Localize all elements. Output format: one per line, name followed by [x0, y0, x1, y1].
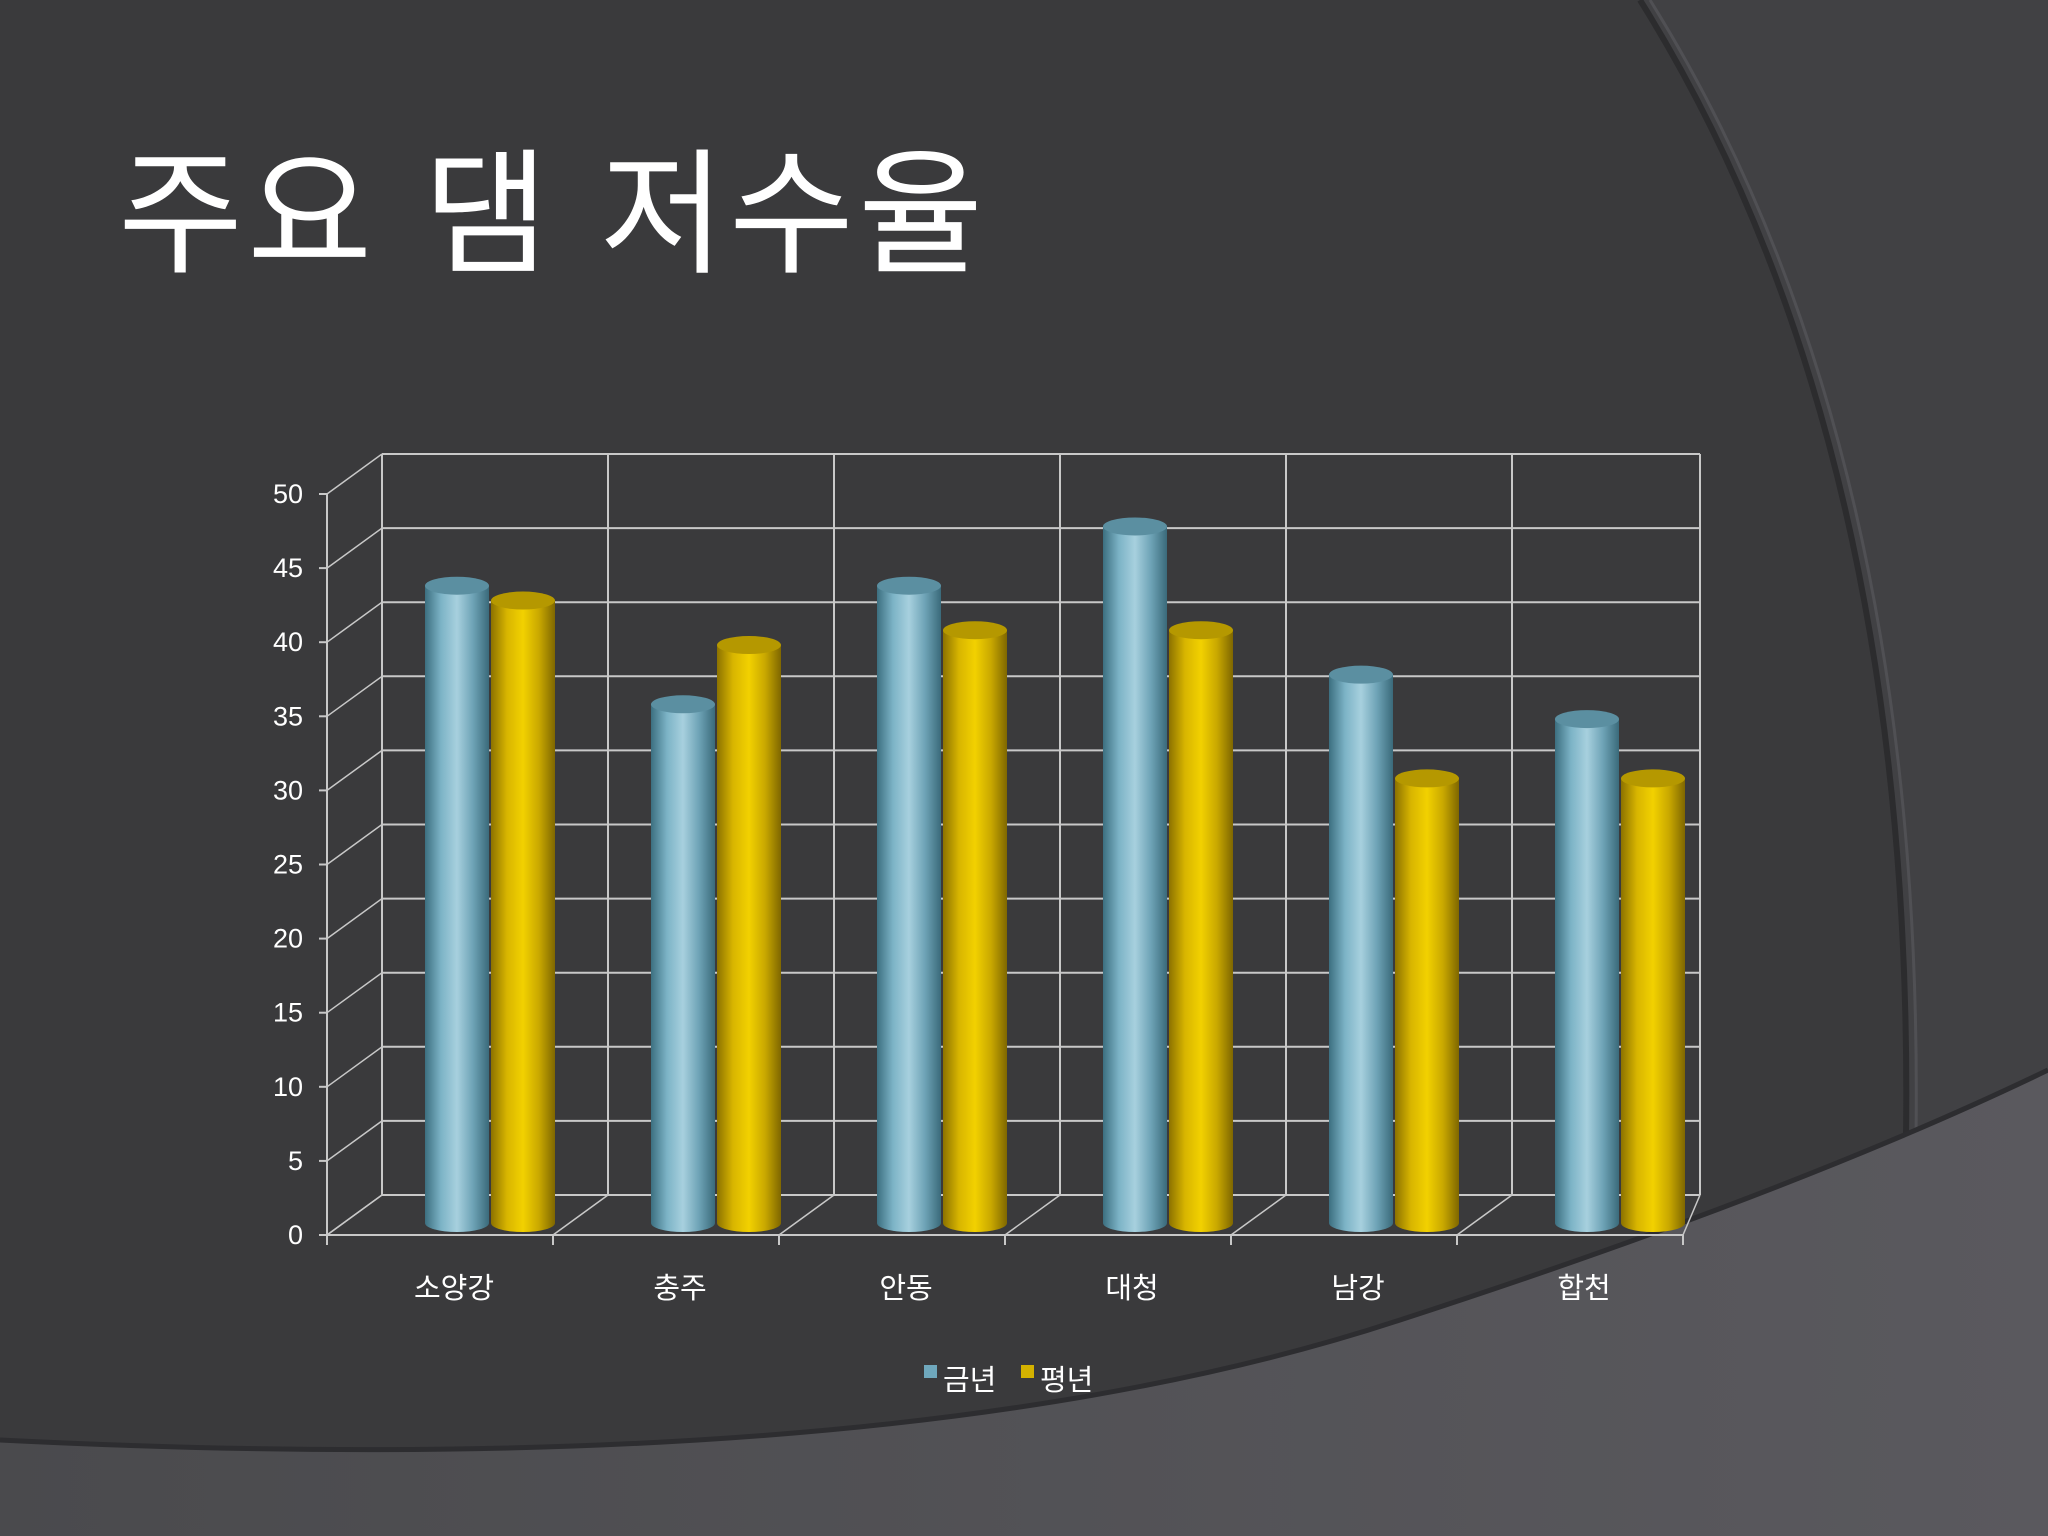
- gridline-floor: [326, 1194, 383, 1236]
- bar-body: [943, 630, 1007, 1232]
- bar-normal: [1621, 769, 1685, 1232]
- gridline-side: [326, 601, 383, 643]
- bar-cap: [877, 576, 941, 595]
- y-tick-label: 20: [273, 924, 303, 954]
- gridline-side: [326, 527, 383, 569]
- y-tick-label: 25: [273, 850, 303, 880]
- bar-cap: [717, 636, 781, 655]
- bar-current: [425, 576, 489, 1232]
- bar-body: [1329, 674, 1393, 1232]
- bar-current: [1329, 665, 1393, 1232]
- y-tick-label: 5: [288, 1146, 303, 1176]
- legend-swatch-normal: [1021, 1365, 1034, 1378]
- y-tick-label: 10: [273, 1072, 303, 1102]
- bar-normal: [491, 591, 555, 1232]
- bar-current: [877, 576, 941, 1232]
- x-category-label: 소양강: [414, 1271, 494, 1305]
- bar-body: [717, 645, 781, 1232]
- gridline-floor: [1230, 1194, 1287, 1236]
- bar-cap: [1329, 665, 1393, 684]
- legend-label: 평년: [1040, 1363, 1093, 1397]
- gridline-side: [326, 1046, 383, 1088]
- y-tick-label: 35: [273, 701, 303, 731]
- bar-cap: [1395, 769, 1459, 788]
- bar-body: [1103, 526, 1167, 1232]
- bar-body: [1169, 630, 1233, 1232]
- bar-normal: [1169, 621, 1233, 1232]
- bar-cap: [425, 576, 489, 595]
- bar-body: [1395, 778, 1459, 1232]
- bottom-swoosh: [0, 1070, 2048, 1536]
- gridlines: [319, 453, 1701, 1245]
- gridline-side: [326, 897, 383, 940]
- y-tick-label: 40: [273, 627, 303, 657]
- gridline-side: [326, 972, 383, 1014]
- bar-cap: [943, 621, 1007, 640]
- gridline-floor: [1456, 1194, 1513, 1236]
- x-category-label: 대청: [1105, 1271, 1158, 1305]
- bar-current: [651, 695, 715, 1232]
- gridline-side: [326, 675, 383, 717]
- gridline-floor: [552, 1194, 609, 1236]
- bar-cap: [491, 591, 555, 610]
- legend-swatch-current: [924, 1365, 937, 1378]
- gridline-floor: [1682, 1194, 1701, 1236]
- x-axis-labels: 소양강 충주 안동 대청 남강 합천: [414, 1271, 1611, 1305]
- gridline-side: [326, 453, 383, 495]
- bar-cap: [1103, 517, 1167, 536]
- x-category-label: 합천: [1557, 1271, 1610, 1305]
- y-tick-label: 45: [273, 553, 303, 583]
- y-tick-label: 0: [288, 1220, 303, 1250]
- bar-body: [425, 585, 489, 1232]
- y-tick-label: 15: [273, 998, 303, 1028]
- bottom-swoosh-edge: [0, 1067, 2048, 1453]
- legend-label: 금년: [943, 1363, 996, 1397]
- bar-body: [1555, 719, 1619, 1232]
- bar-normal: [1395, 769, 1459, 1232]
- x-category-label: 안동: [879, 1271, 932, 1305]
- gridline-side: [326, 749, 383, 792]
- legend: 금년 평년: [924, 1363, 1093, 1397]
- y-axis-labels: 0 5 10 15 20 25 30 35 40 45 50: [273, 479, 303, 1250]
- gridline-floor: [778, 1194, 835, 1236]
- gridline-side: [326, 1120, 383, 1162]
- bar-body: [651, 704, 715, 1232]
- x-category-label: 충주: [653, 1271, 706, 1305]
- gridline-floor: [1004, 1194, 1061, 1236]
- bar-cap: [1555, 710, 1619, 729]
- y-tick-label: 30: [273, 775, 303, 805]
- bar-cap: [1169, 621, 1233, 640]
- gridline-side: [326, 823, 383, 866]
- slide-title: 주요 댐 저수율: [118, 137, 988, 295]
- bar-body: [491, 600, 555, 1232]
- bar-cap: [1621, 769, 1685, 788]
- bar-body: [1621, 778, 1685, 1232]
- bar-normal: [717, 636, 781, 1232]
- bars: [425, 517, 1685, 1232]
- x-category-label: 남강: [1331, 1271, 1384, 1305]
- bar-cap: [651, 695, 715, 714]
- bar-body: [877, 585, 941, 1232]
- bar-normal: [943, 621, 1007, 1232]
- y-tick-label: 50: [273, 479, 303, 509]
- bar-current: [1555, 710, 1619, 1232]
- bar-current: [1103, 517, 1167, 1232]
